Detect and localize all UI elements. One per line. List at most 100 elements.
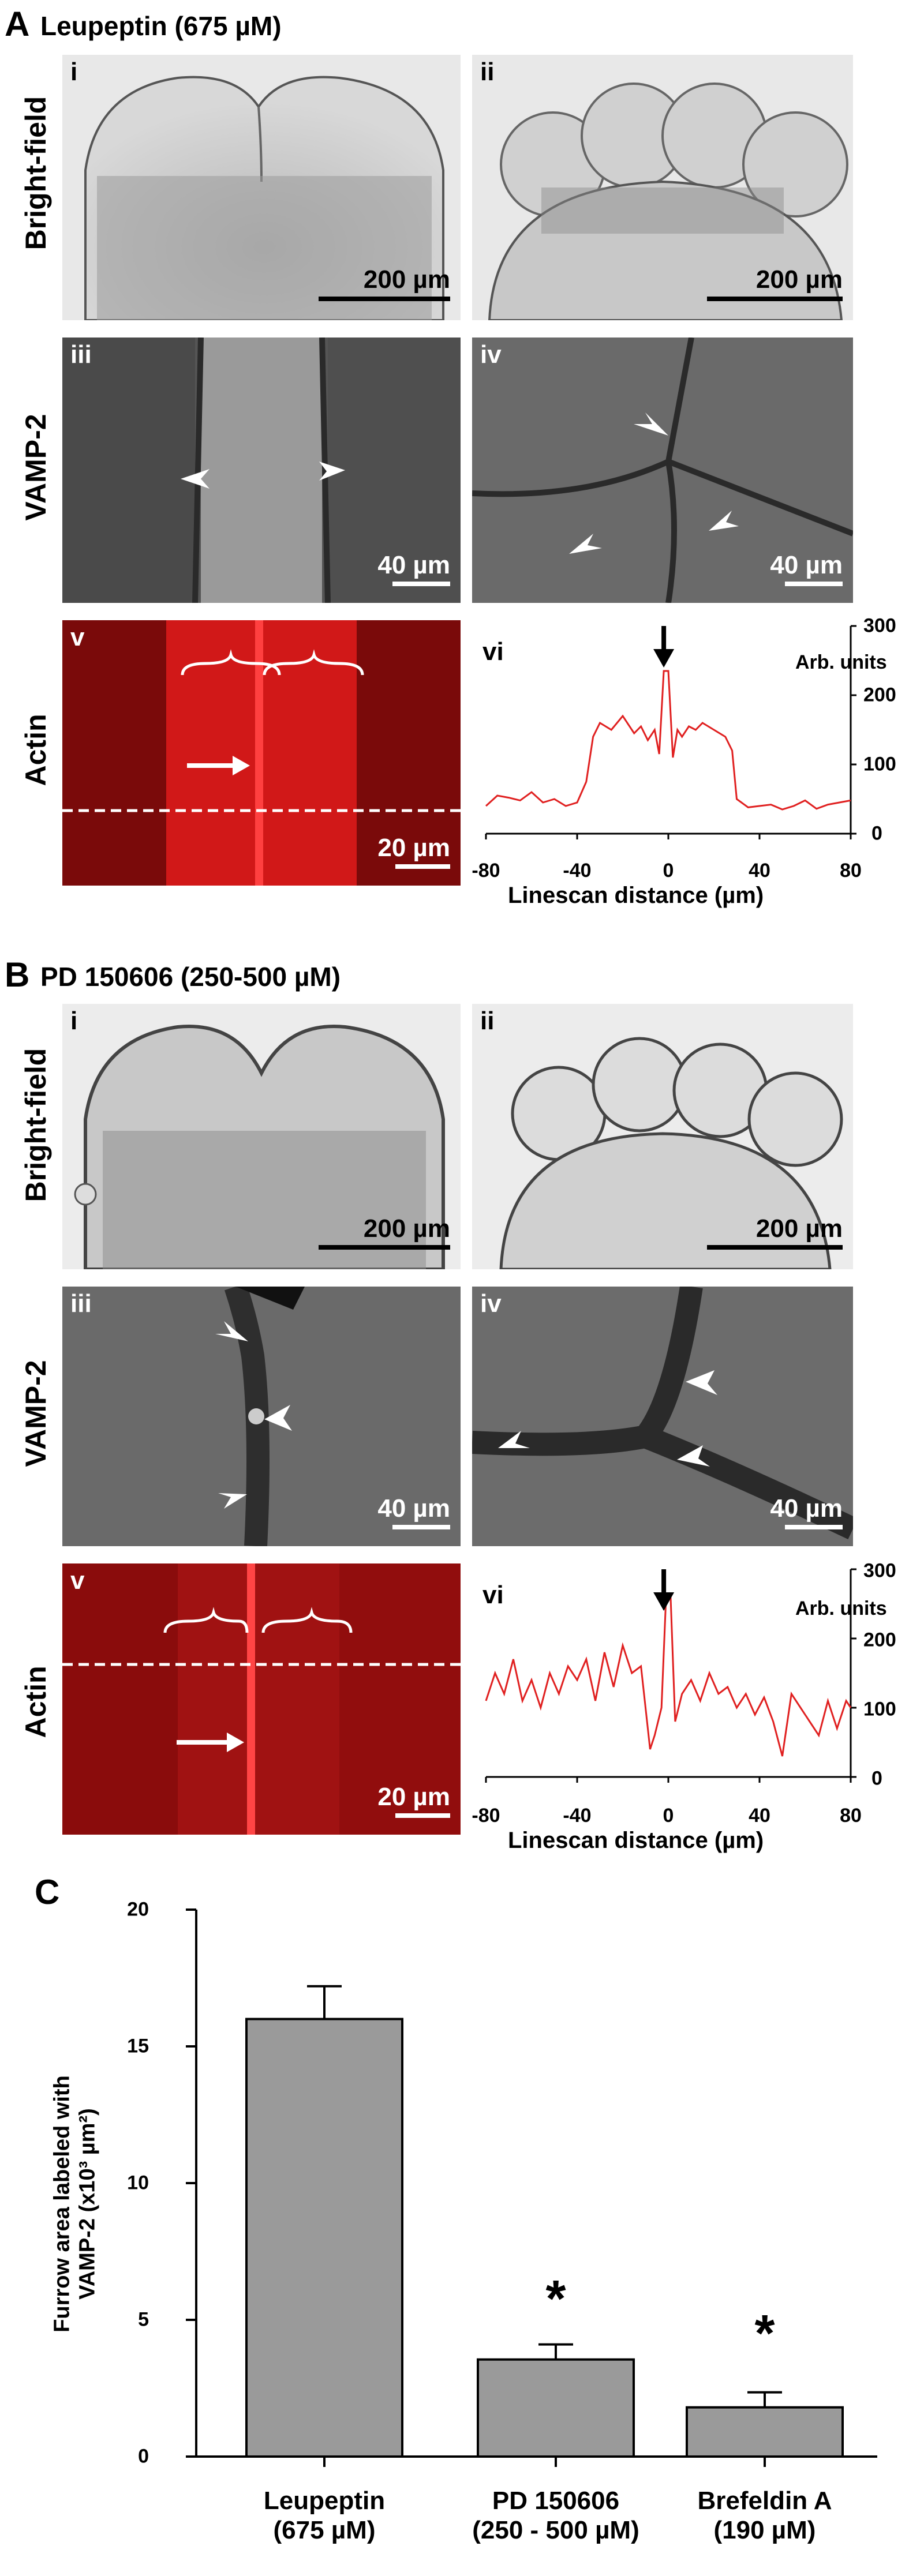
panel-a-v-scale-label: 20 µm	[377, 834, 450, 862]
panel-b-i-scale-bar	[319, 1245, 450, 1250]
panel-a-linescan-chart	[485, 625, 856, 839]
panel-a-v-actin-image	[62, 620, 461, 886]
panel-b-v-actin-image	[62, 1563, 461, 1835]
panel-b-v-scale-label: 20 µm	[377, 1783, 450, 1811]
panel-b-ytick: 200	[863, 1629, 896, 1651]
panel-a-label-vi: vi	[482, 638, 504, 666]
panel-a-row-label-vamp2: VAMP-2	[20, 414, 52, 521]
panel-b-iii-scale-label: 40 µm	[377, 1494, 450, 1523]
panel-c-ytick: 0	[138, 2445, 149, 2468]
panel-a-iii-scale-bar	[392, 582, 450, 586]
panel-a-ylabel: Arb. units	[795, 651, 887, 673]
panel-a-label-iv: iv	[480, 340, 502, 369]
panel-c-category-line: PD 150606	[492, 2487, 620, 2515]
panel-a-iii-vamp2-image	[62, 338, 461, 603]
panel-a-i-brightfield-image	[62, 55, 461, 320]
panel-a-linescan-peak-arrowhead	[653, 649, 675, 668]
panel-c-ytick: 5	[138, 2308, 149, 2331]
panel-b-ytick: 300	[863, 1559, 896, 1582]
panel-a-i-scale-bar	[319, 297, 450, 301]
panel-b-label-iii: iii	[70, 1289, 92, 1318]
panel-b-linescan-peak-arrowhead	[653, 1592, 675, 1611]
panel-b-label-i: i	[70, 1007, 78, 1035]
panel-c-ytick: 10	[127, 2172, 149, 2194]
panel-a-row-label-actin: Actin	[20, 714, 52, 786]
panel-a-xtick: -40	[563, 860, 592, 882]
panel-a-ytick: 200	[863, 684, 896, 706]
panel-b-label-ii: ii	[480, 1007, 495, 1035]
panel-c-bar	[477, 2358, 635, 2458]
panel-b-iv-vamp2-image	[472, 1287, 853, 1546]
panel-b-linescan-series-line	[485, 1596, 852, 1757]
panel-b-ii-brightfield-image	[472, 1004, 853, 1269]
panel-b-label-vi: vi	[482, 1581, 504, 1609]
panel-a-label-ii: ii	[480, 58, 495, 86]
panel-b-iii-scale-bar	[392, 1525, 450, 1529]
panel-b-i-brightfield-image	[62, 1004, 461, 1269]
panel-b-row-label-actin: Actin	[20, 1666, 52, 1738]
panel-a-xtick: 0	[663, 860, 674, 882]
panel-a-linescan-series-line	[485, 670, 851, 811]
panel-b-i-scale-label: 200 µm	[363, 1214, 450, 1243]
panel-c-category-label: Brefeldin A (190 µM)	[697, 2487, 832, 2545]
panel-c-category-label: Leupeptin (675 µM)	[264, 2487, 385, 2545]
panel-b-iv-scale-label: 40 µm	[770, 1494, 843, 1523]
panel-a-letter: A	[5, 5, 30, 43]
panel-a-row-label-brightfield: Bright-field	[20, 96, 52, 250]
panel-b-iii-vamp2-image	[62, 1287, 461, 1546]
panel-a-v-scale-bar	[395, 864, 450, 869]
panel-b-linescan-chart	[485, 1568, 856, 1783]
panel-a-ii-brightfield-image	[472, 55, 853, 320]
panel-a-xtick: 80	[840, 860, 862, 882]
panel-a-ytick: 100	[863, 753, 896, 775]
panel-c-letter: C	[35, 1873, 60, 1911]
panel-b-ii-scale-label: 200 µm	[755, 1214, 843, 1243]
panel-b-ytick: 100	[863, 1698, 896, 1720]
panel-c-significance-star: *	[754, 2305, 775, 2363]
panel-c-bar	[686, 2406, 844, 2458]
panel-a-label-v: v	[70, 623, 85, 651]
panel-a-xtick: 40	[749, 860, 770, 882]
panel-b-title: PD 150606 (250-500 µM)	[40, 962, 341, 992]
panel-c-ytick: 15	[127, 2035, 149, 2057]
panel-a-ii-scale-bar	[707, 297, 843, 301]
panel-a-iv-scale-label: 40 µm	[770, 551, 843, 579]
panel-a-iv-vamp2-image	[472, 338, 853, 603]
panel-a-label-i: i	[70, 58, 78, 86]
panel-c-bar-chart	[186, 1908, 877, 2467]
panel-a-ii-scale-label: 200 µm	[755, 265, 843, 294]
panel-a-xtick: -80	[472, 860, 500, 882]
panel-a-title: Leupeptin (675 µM)	[40, 11, 282, 41]
panel-c-category-label: PD 150606 (250 - 500 µM)	[472, 2487, 639, 2545]
panel-a-i-scale-label: 200 µm	[363, 265, 450, 294]
panel-c-category-line: Leupeptin	[263, 2487, 386, 2515]
panel-b-ytick: 0	[871, 1767, 882, 1790]
panel-c-category-line: (190 µM)	[713, 2515, 816, 2544]
panel-b-xlabel: Linescan distance (µm)	[508, 1828, 764, 1853]
panel-a-xlabel: Linescan distance (µm)	[508, 883, 764, 908]
panel-b-xtick: -40	[563, 1805, 592, 1827]
panel-b-letter: B	[5, 955, 30, 994]
panel-a-iii-scale-label: 40 µm	[377, 551, 450, 579]
panel-a-label-iii: iii	[70, 340, 92, 369]
panel-b-xtick: -80	[472, 1805, 500, 1827]
panel-a-ytick: 300	[863, 614, 896, 637]
panel-a-iv-scale-bar	[785, 582, 843, 586]
panel-b-ii-scale-bar	[707, 1245, 843, 1250]
panel-b-xtick: 80	[840, 1805, 862, 1827]
panel-b-xtick: 0	[663, 1805, 674, 1827]
panel-b-row-label-brightfield: Bright-field	[20, 1048, 52, 1202]
panel-b-row-label-vamp2: VAMP-2	[20, 1360, 52, 1467]
panel-a-ytick: 0	[871, 822, 882, 845]
panel-b-label-v: v	[70, 1566, 85, 1595]
panel-c-category-line: (250 - 500 µM)	[472, 2515, 639, 2544]
panel-c-category-line: Brefeldin A	[697, 2487, 832, 2515]
panel-b-iv-scale-bar	[785, 1525, 843, 1529]
panel-b-v-scale-bar	[395, 1813, 450, 1818]
panel-b-label-iv: iv	[480, 1289, 502, 1318]
panel-c-significance-star: *	[545, 2270, 566, 2328]
panel-b-ylabel: Arb. units	[795, 1598, 887, 1619]
panel-c-category-line: (675 µM)	[273, 2515, 376, 2544]
panel-b-xtick: 40	[749, 1805, 770, 1827]
panel-c-bar	[245, 2018, 403, 2458]
